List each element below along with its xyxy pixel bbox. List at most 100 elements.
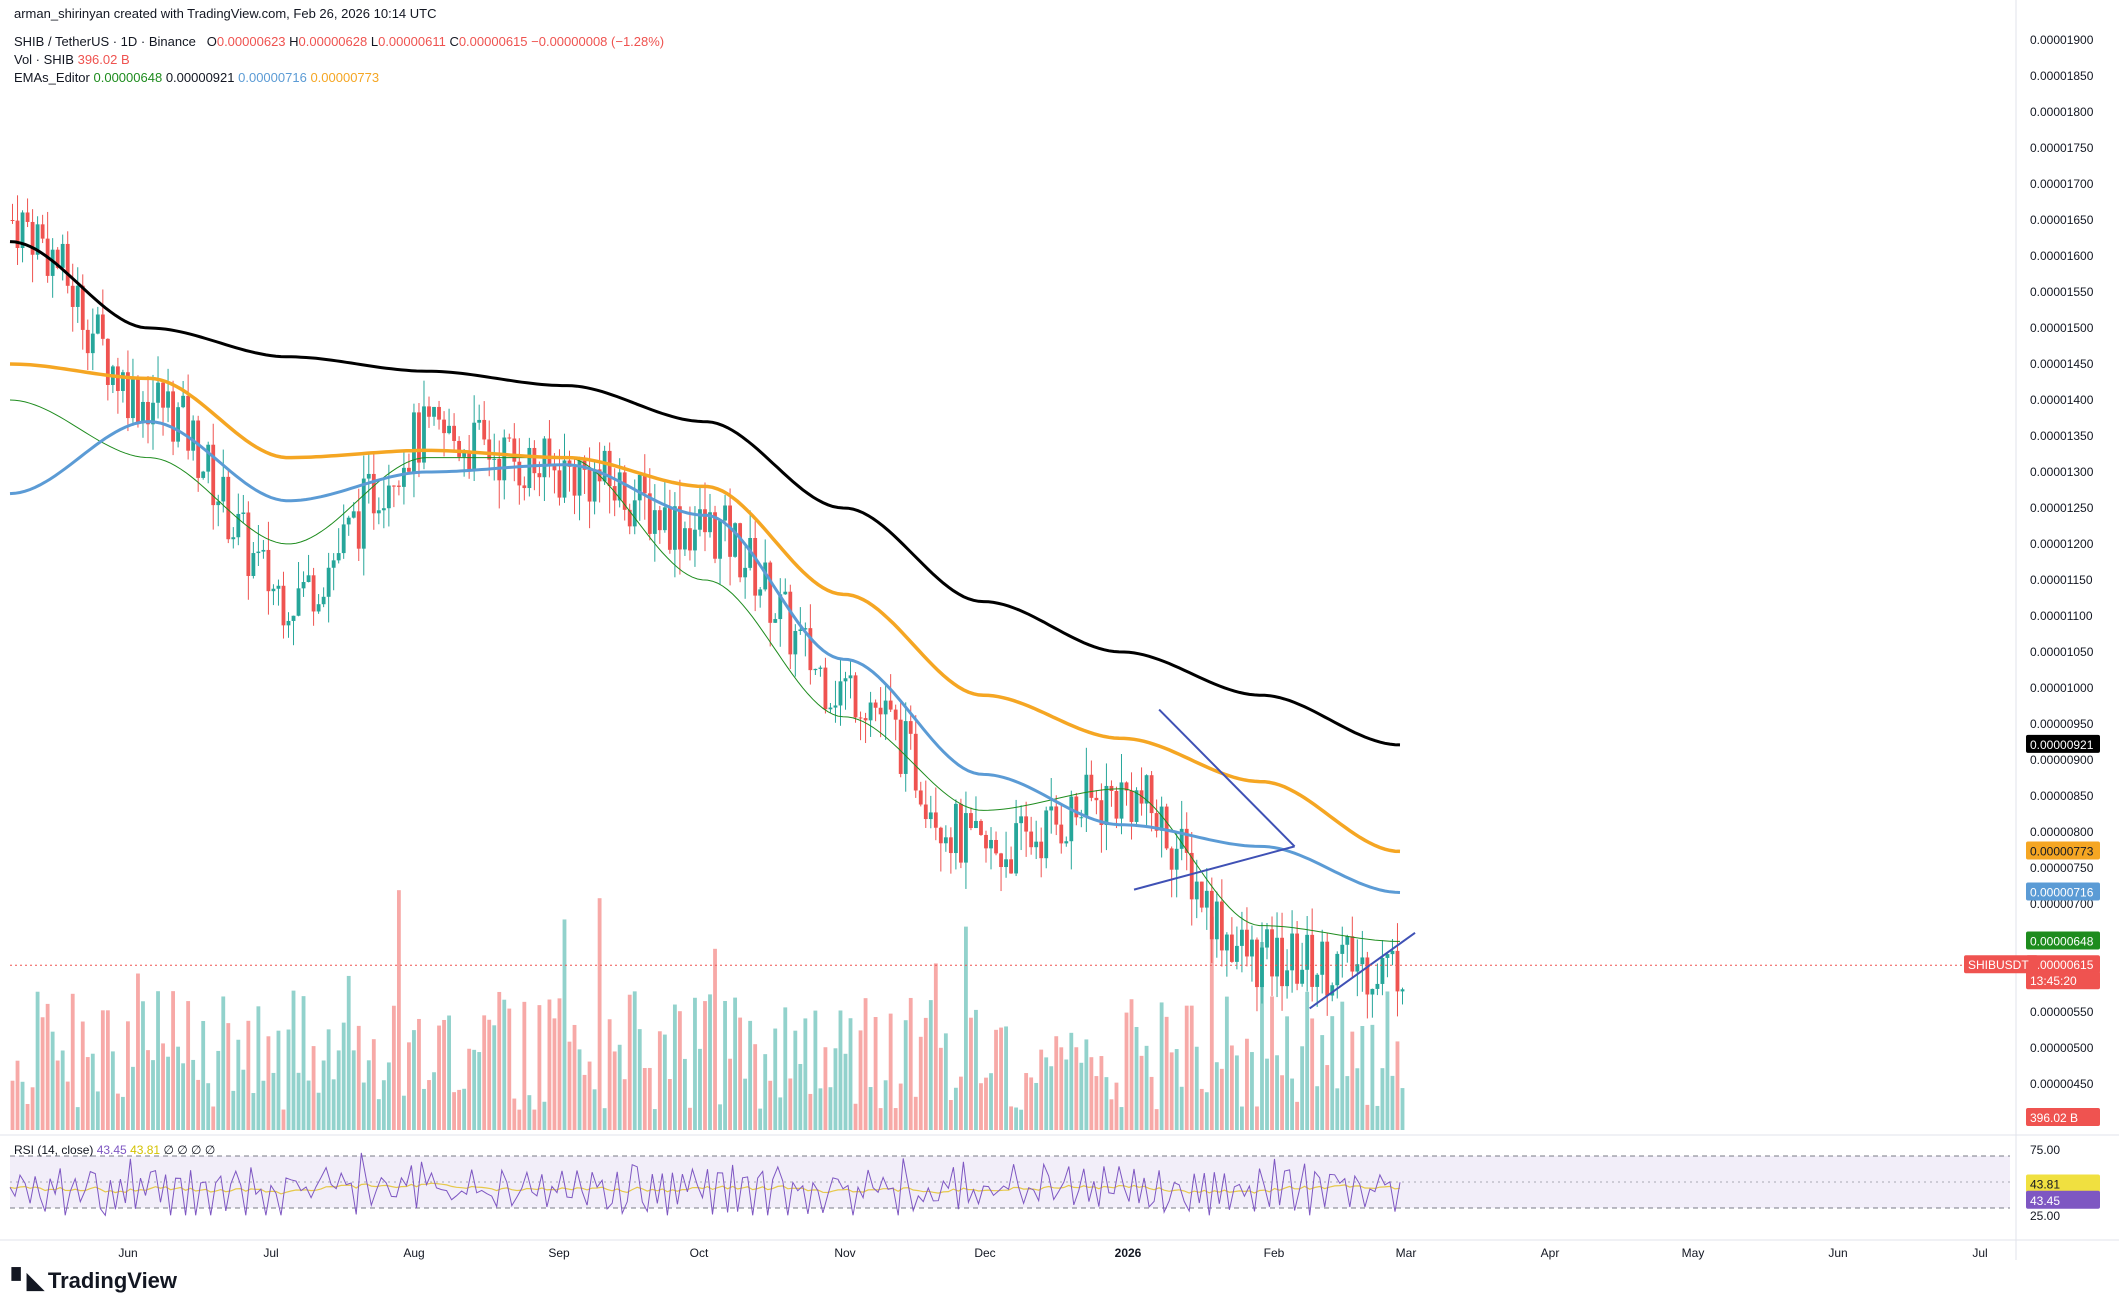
volume-bar [647, 1067, 652, 1130]
candle-body [1019, 816, 1024, 824]
volume-bar [85, 1057, 90, 1130]
candle-body [1194, 881, 1199, 900]
volume-bar [281, 1109, 286, 1130]
candle-body [1325, 941, 1330, 996]
candle-body [763, 562, 768, 590]
volume-bar [161, 1043, 165, 1130]
candle-body [30, 221, 35, 255]
volume-bar [321, 1060, 326, 1130]
volume-bar [778, 1097, 783, 1130]
price-tick-label: 0.00000450 [2030, 1077, 2094, 1091]
candle-body [266, 549, 271, 592]
volume-bar [843, 1053, 848, 1130]
volume-bar [597, 898, 602, 1130]
volume-bar [547, 999, 552, 1130]
volume-bar [587, 1061, 592, 1130]
price-tick-label: 0.00001200 [2030, 537, 2094, 551]
volume-bar [261, 1080, 266, 1130]
volume-bar [351, 1050, 356, 1130]
time-tick-label: Oct [690, 1246, 709, 1260]
candle-body [753, 537, 758, 596]
volume-bar [1084, 1039, 1089, 1130]
candle-body [1209, 890, 1214, 940]
candle-body [407, 467, 411, 472]
candle-body [778, 594, 783, 620]
volume-bar [1199, 1088, 1204, 1130]
volume-bar [688, 1107, 692, 1130]
volume-bar [1049, 1066, 1054, 1130]
volume-bar [1335, 1088, 1340, 1130]
candle-body [10, 220, 15, 221]
volume-bar [271, 1072, 276, 1130]
candle-body [1169, 848, 1174, 870]
candle-body [833, 705, 838, 708]
trendlines [10, 708, 2010, 1010]
candle-body [341, 524, 346, 554]
volume-bar [657, 1031, 662, 1130]
candle-body [1255, 939, 1259, 988]
candle-body [221, 476, 226, 502]
candle-body [20, 212, 25, 248]
volume-bar [156, 991, 160, 1130]
candle-body [893, 709, 898, 720]
tradingview-logo[interactable]: ▘◣ TradingView [12, 1268, 177, 1294]
volume-bar [1285, 1016, 1289, 1130]
candle-body [1234, 945, 1239, 962]
volume-bar [477, 1052, 482, 1130]
volume-bar [783, 1007, 788, 1130]
candle-body [231, 537, 236, 540]
volume-bar [1400, 1088, 1405, 1130]
volume-bar [532, 1109, 537, 1130]
time-tick-label: Jul [1972, 1246, 1987, 1260]
rsi-value: 43.45 [96, 1143, 127, 1157]
volume-bar [672, 1004, 677, 1130]
volume-bar [1255, 1106, 1259, 1130]
candle-body [527, 447, 532, 489]
candle-body [301, 582, 306, 589]
candle-body [1275, 937, 1279, 977]
chart-credit: arman_shirinyan created with TradingView… [14, 6, 437, 21]
candle-body [683, 528, 687, 550]
volume-bar [753, 1044, 758, 1130]
rsi-badge: 43.45 [2030, 1194, 2060, 1208]
volume-bar [1004, 1026, 1008, 1130]
volume-bar [1280, 1075, 1284, 1130]
triangle-upper-line [1158, 708, 1296, 848]
candle-body [166, 391, 170, 408]
candle-body [1355, 964, 1360, 972]
candle-body [80, 285, 85, 330]
candle-body [40, 224, 45, 239]
volume-bar [1154, 1109, 1159, 1130]
candle-body [1365, 957, 1370, 995]
volume-bar [502, 999, 507, 1130]
candle-body [447, 425, 451, 434]
candle-body [1039, 841, 1044, 859]
volume-bar [1194, 1046, 1199, 1130]
candle-body [642, 474, 647, 494]
volume-bar [326, 1029, 331, 1130]
candle-body [156, 382, 160, 403]
volume-bar [1074, 1047, 1079, 1130]
volume-bar [186, 1001, 191, 1130]
volume-bar [893, 1108, 898, 1130]
volume-bar [703, 1001, 707, 1130]
ema20-badge: 0.00000648 [2030, 934, 2094, 948]
candle-body [718, 520, 722, 559]
time-tick-label: Apr [1541, 1246, 1560, 1260]
volume-bar [738, 1017, 743, 1130]
volume-bar [517, 1109, 522, 1130]
candle-body [1340, 944, 1345, 954]
volume-bar [402, 1095, 406, 1130]
candle-body [607, 450, 612, 487]
candle-body [492, 458, 497, 460]
volume-bar [969, 1017, 973, 1130]
candle-body [412, 412, 416, 472]
candle-body [703, 509, 707, 533]
candle-body [1400, 989, 1405, 992]
candle-body [115, 366, 120, 391]
candle-body [281, 585, 286, 626]
time-tick-label: 2026 [1115, 1246, 1142, 1260]
candle-body [477, 419, 482, 423]
volume-bar [677, 1011, 682, 1130]
